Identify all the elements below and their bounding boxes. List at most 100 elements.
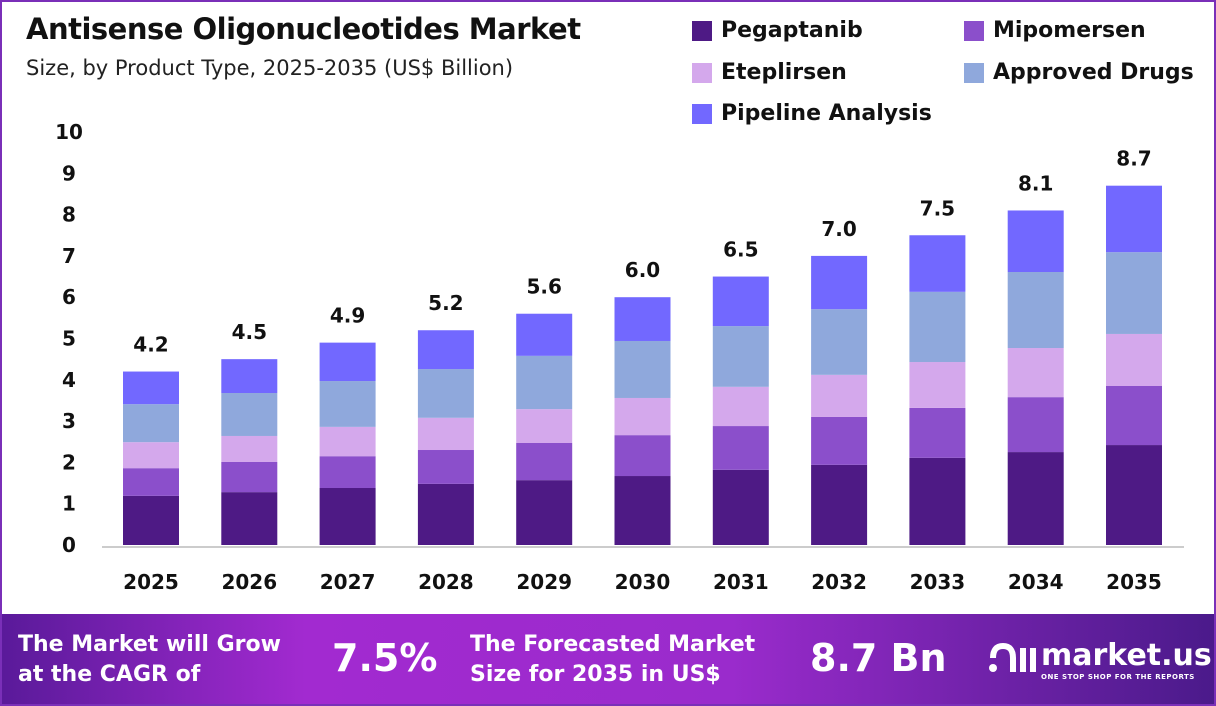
bar-segment-approved-drugs <box>221 393 278 436</box>
bar-segment-pipeline-analysis <box>319 342 376 382</box>
bar-segment-eteplirsen <box>123 442 179 469</box>
bar-segment-pegaptanib <box>123 495 179 545</box>
cagr-label: The Market will Grow at the CAGR of <box>18 630 281 690</box>
y-tick-label: 5 <box>62 327 76 351</box>
bar-segment-pegaptanib <box>614 476 671 545</box>
bar-segment-eteplirsen <box>417 417 474 451</box>
bar-segment-pegaptanib <box>417 483 474 545</box>
x-tick-label: 2034 <box>1008 570 1064 594</box>
total-label: 7.0 <box>821 217 856 241</box>
bar-segment-pegaptanib <box>909 457 966 545</box>
bar-segment-mipomersen <box>123 468 179 496</box>
bar-segment-pipeline-analysis <box>516 313 573 356</box>
legend-label: Approved Drugs <box>993 60 1194 85</box>
x-tick-label: 2027 <box>320 570 376 594</box>
x-tick-label: 2031 <box>713 570 769 594</box>
bar-segment-approved-drugs <box>1007 272 1064 348</box>
legend-label: Pipeline Analysis <box>721 101 932 126</box>
legend-swatch <box>964 20 984 41</box>
legend-item-pipeline-analysis: Pipeline Analysis <box>692 101 932 126</box>
legend-swatch <box>692 103 712 124</box>
y-tick-label: 1 <box>62 492 76 516</box>
legend-swatch <box>692 62 712 83</box>
total-label: 5.2 <box>428 291 463 315</box>
bar-segment-pegaptanib <box>516 480 573 545</box>
bar-segment-pipeline-analysis <box>909 235 966 292</box>
bar-segment-eteplirsen <box>1007 347 1064 398</box>
bar-segment-approved-drugs <box>811 309 868 375</box>
cagr-value: 7.5% <box>332 636 438 680</box>
bar-segment-approved-drugs <box>417 369 474 418</box>
y-tick-label: 6 <box>62 285 76 309</box>
legend-swatch <box>692 20 712 41</box>
y-tick-label: 8 <box>62 203 76 227</box>
forecast-value: 8.7 Bn <box>810 636 947 680</box>
bar-segment-approved-drugs <box>614 340 671 398</box>
chart-title: Antisense Oligonucleotides Market <box>26 12 581 46</box>
logo-tagline: ONE STOP SHOP FOR THE REPORTS <box>1041 673 1195 681</box>
total-label: 6.5 <box>723 238 758 262</box>
bar-segment-approved-drugs <box>516 355 573 410</box>
x-tick-label: 2030 <box>615 570 671 594</box>
total-label: 4.2 <box>133 333 168 357</box>
bar-segment-mipomersen <box>712 426 769 470</box>
bar-segment-approved-drugs <box>123 404 179 443</box>
bar-segment-eteplirsen <box>811 374 868 417</box>
cagr-label-line1: The Market will Grow <box>18 632 281 657</box>
legend-item-approved-drugs: Approved Drugs <box>964 60 1194 85</box>
bar-segment-mipomersen <box>1106 385 1162 446</box>
bar-segment-approved-drugs <box>1106 252 1162 334</box>
bar-segment-eteplirsen <box>319 426 376 457</box>
legend-label: Pegaptanib <box>721 18 863 43</box>
bar-segment-eteplirsen <box>712 386 769 427</box>
bar-segment-pegaptanib <box>221 492 278 545</box>
legend-item-pegaptanib: Pegaptanib <box>692 18 863 43</box>
x-tick-label: 2035 <box>1106 570 1162 594</box>
y-tick-label: 4 <box>62 368 76 392</box>
bar-segment-pegaptanib <box>319 488 376 545</box>
chart-subtitle: Size, by Product Type, 2025-2035 (US$ Bi… <box>26 56 514 80</box>
x-tick-label: 2026 <box>221 570 277 594</box>
y-tick-label: 9 <box>62 161 76 185</box>
bar-segment-pipeline-analysis <box>1007 210 1064 273</box>
summary-banner: The Market will Grow at the CAGR of 7.5%… <box>2 614 1214 704</box>
bar-segment-mipomersen <box>811 416 868 465</box>
bar-segment-eteplirsen <box>909 362 966 408</box>
bar-segment-mipomersen <box>417 450 474 484</box>
bar-segment-approved-drugs <box>319 381 376 427</box>
x-tick-label: 2032 <box>811 570 867 594</box>
total-label: 4.9 <box>330 304 365 328</box>
y-tick-label: 10 <box>55 120 83 144</box>
bar-segment-mipomersen <box>614 435 671 477</box>
bar-segment-mipomersen <box>1007 397 1064 453</box>
bar-segment-approved-drugs <box>712 326 769 387</box>
bar-segment-eteplirsen <box>614 397 671 436</box>
legend-label: Eteplirsen <box>721 60 847 85</box>
bar-segment-pegaptanib <box>712 469 769 545</box>
legend-swatch <box>964 62 984 83</box>
total-label: 7.5 <box>920 196 955 220</box>
bar-segment-mipomersen <box>221 461 278 493</box>
cagr-label-line2: at the CAGR of <box>18 662 201 687</box>
total-label: 8.1 <box>1018 171 1053 195</box>
bar-segment-pipeline-analysis <box>221 359 278 394</box>
total-label: 5.6 <box>526 275 561 299</box>
bar-segment-pipeline-analysis <box>712 276 769 327</box>
bar-segment-pipeline-analysis <box>123 371 179 405</box>
logo-icon <box>989 642 1036 672</box>
bar-segment-pipeline-analysis <box>811 255 868 310</box>
bar-chart: 0 1 2 3 4 5 6 7 8 9 10 4.2 2025 4.5 2026 4.9 2027 5.2 2028… <box>55 120 1184 594</box>
bar-segment-pipeline-analysis <box>417 330 474 370</box>
legend-label: Mipomersen <box>993 18 1146 43</box>
y-tick-label: 3 <box>62 409 76 433</box>
x-tick-label: 2025 <box>123 570 179 594</box>
legend-item-mipomersen: Mipomersen <box>964 18 1146 43</box>
logo-name: market.us <box>1041 638 1212 673</box>
bar-segment-pegaptanib <box>811 464 868 545</box>
bar-segment-eteplirsen <box>221 435 278 462</box>
total-label: 8.7 <box>1116 147 1151 171</box>
total-label: 6.0 <box>625 258 660 282</box>
legend-item-eteplirsen: Eteplirsen <box>692 60 847 85</box>
bar-segment-pegaptanib <box>1106 445 1162 545</box>
